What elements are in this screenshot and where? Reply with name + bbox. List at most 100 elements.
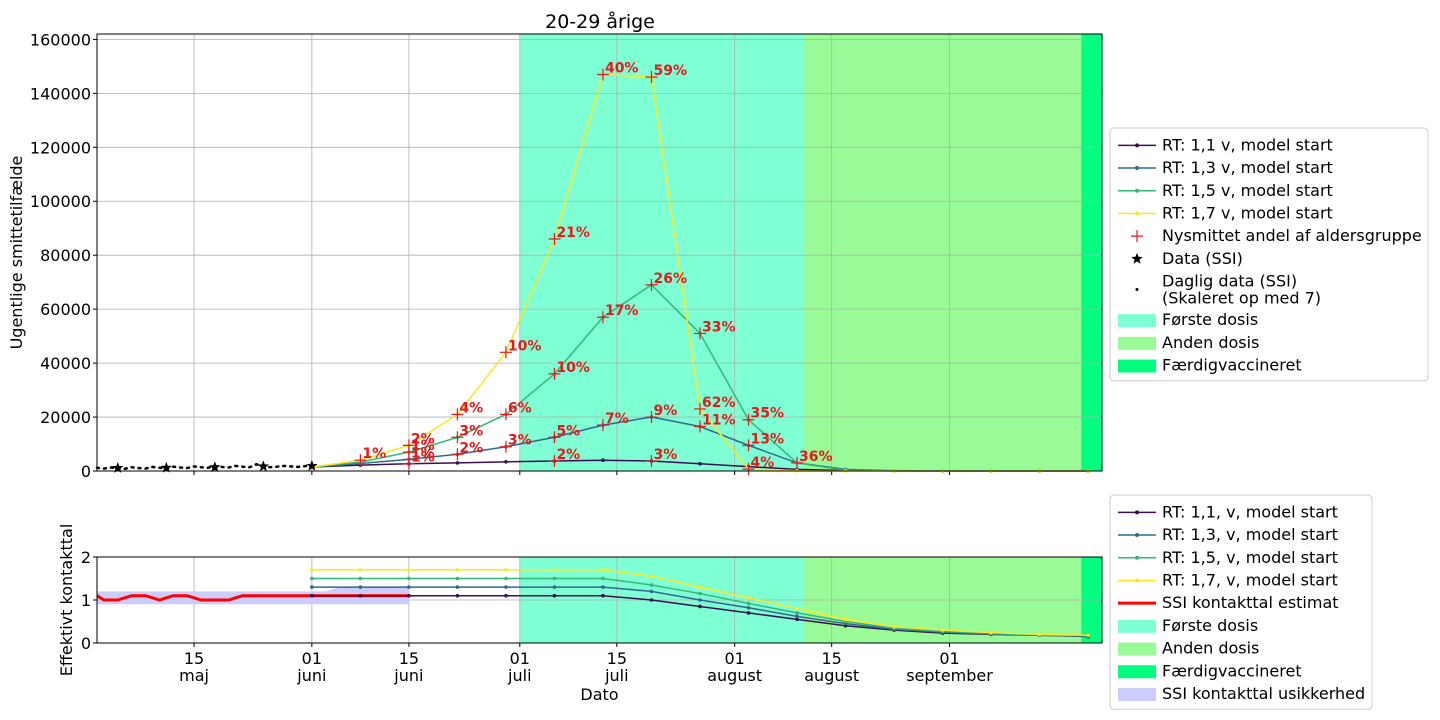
legend-dot <box>1135 287 1139 291</box>
rt-point <box>455 568 460 572</box>
x-tick-day: 01 <box>302 649 322 668</box>
rt-point <box>1086 633 1090 638</box>
rt-point <box>504 585 508 589</box>
incidence-label: 3% <box>508 433 532 449</box>
top-y-axis-label: Ugentlige smittetilfælde <box>7 156 26 350</box>
shaded-period-2 <box>803 34 1082 471</box>
x-tick-month: august <box>707 666 762 685</box>
x-tick-day: 15 <box>184 649 204 668</box>
rt-point <box>455 576 460 581</box>
legend-patch <box>1118 687 1156 701</box>
rt-point <box>310 585 314 589</box>
series-point <box>698 461 702 466</box>
legend-patch <box>1118 359 1156 373</box>
shaded-period-1 <box>519 34 804 471</box>
ssi-data-point <box>209 461 221 473</box>
incidence-label: 1% <box>411 450 435 466</box>
x-tick-month: juni <box>296 666 326 685</box>
top-chart: 0 20000 40000 60000 80000 100000 120000 140000 1… <box>7 30 1103 481</box>
incidence-marker <box>451 448 464 461</box>
bottom-y-axis-label: Effektivt kontakttal <box>57 524 76 677</box>
legend-label-9: SSI kontakttal usikkerhed <box>1162 684 1365 703</box>
incidence-label: 1% <box>411 445 435 461</box>
incidence-marker <box>694 402 706 415</box>
incidence-label: 17% <box>605 303 639 319</box>
incidence-marker <box>499 440 512 453</box>
rt-point <box>407 576 411 581</box>
legend-patch <box>1118 314 1156 328</box>
ssi-data-point <box>306 459 318 471</box>
legend-dot <box>1135 166 1139 171</box>
x-axis-label: Dato <box>580 685 618 704</box>
legend-patch <box>1118 642 1156 656</box>
legend-label-8: Færdigvaccineret <box>1162 661 1302 680</box>
legend-label-2: RT: 1,3 v, model start <box>1162 158 1333 177</box>
incidence-marker <box>791 456 804 469</box>
rt-point <box>310 593 314 598</box>
x-tick-month: juli <box>507 666 531 685</box>
incidence-label: 33% <box>702 319 736 335</box>
rt-point <box>989 630 993 635</box>
rt-point <box>649 583 654 587</box>
rt-point <box>504 568 508 572</box>
rt-point <box>795 606 799 611</box>
y-tick-label: 0 <box>81 462 91 481</box>
ssi-data-point <box>257 460 270 472</box>
legend-frame <box>1109 127 1429 382</box>
legend-label-8: Første dosis <box>1162 310 1258 329</box>
legend-dot <box>1135 533 1139 538</box>
legend-label-7: Daglig data (SSI) (Skaleret op med 7) <box>1162 271 1321 307</box>
legend-patch <box>1118 665 1156 679</box>
rt-point <box>552 576 557 581</box>
incidence-marker <box>499 346 512 359</box>
x-tick-day: 15 <box>822 649 842 668</box>
legend-label-1: RT: 1,1, v, model start <box>1162 502 1338 521</box>
incidence-marker <box>548 367 561 380</box>
top-frame <box>96 33 1103 472</box>
legend-label-9: Anden dosis <box>1162 333 1259 352</box>
rt-point <box>746 601 751 606</box>
y-tick-label: 40000 <box>40 354 91 373</box>
chart-title: 20-29 årige <box>545 10 655 33</box>
incidence-label: 2% <box>556 447 580 463</box>
incidence-marker <box>596 311 609 324</box>
incidence-label: 62% <box>702 395 736 411</box>
incidence-marker <box>451 408 464 421</box>
rt-point <box>601 593 605 598</box>
legend-plus <box>1131 230 1143 243</box>
rt-point <box>698 585 702 589</box>
rt-point <box>746 605 751 610</box>
y-tick-label: 160000 <box>30 30 91 49</box>
legend-dot <box>1135 578 1139 583</box>
rt-point <box>455 585 460 589</box>
daily-data-line <box>95 462 314 471</box>
rt-point <box>407 568 411 572</box>
x-tick-day: 01 <box>939 649 959 668</box>
incidence-label: 3% <box>653 447 677 463</box>
incidence-marker <box>548 455 561 468</box>
y-tick-label: 80000 <box>40 246 91 265</box>
rt-point <box>601 576 605 581</box>
rt-point <box>649 589 654 594</box>
legend-dot <box>1135 555 1139 560</box>
incidence-marker <box>596 419 609 432</box>
rt-point <box>358 593 363 598</box>
incidence-marker <box>694 420 706 433</box>
x-tick-day: 01 <box>510 649 530 668</box>
incidence-marker <box>742 439 755 452</box>
rt-point <box>407 593 411 598</box>
rt-point <box>310 568 314 572</box>
incidence-label: 9% <box>653 403 677 419</box>
legend-patch <box>1118 336 1156 350</box>
rt-point <box>601 585 605 589</box>
incidence-label: 5% <box>556 423 580 439</box>
rt-point <box>552 568 557 572</box>
legend-label-6: Første dosis <box>1162 616 1258 635</box>
bottom-frame <box>96 556 1103 644</box>
x-tick-month: september <box>906 666 993 685</box>
rt-point <box>698 604 702 609</box>
rt-point <box>407 585 411 589</box>
legend-dot <box>1135 188 1139 193</box>
x-tick-month: august <box>804 666 859 685</box>
incidence-label: 2% <box>411 431 435 447</box>
